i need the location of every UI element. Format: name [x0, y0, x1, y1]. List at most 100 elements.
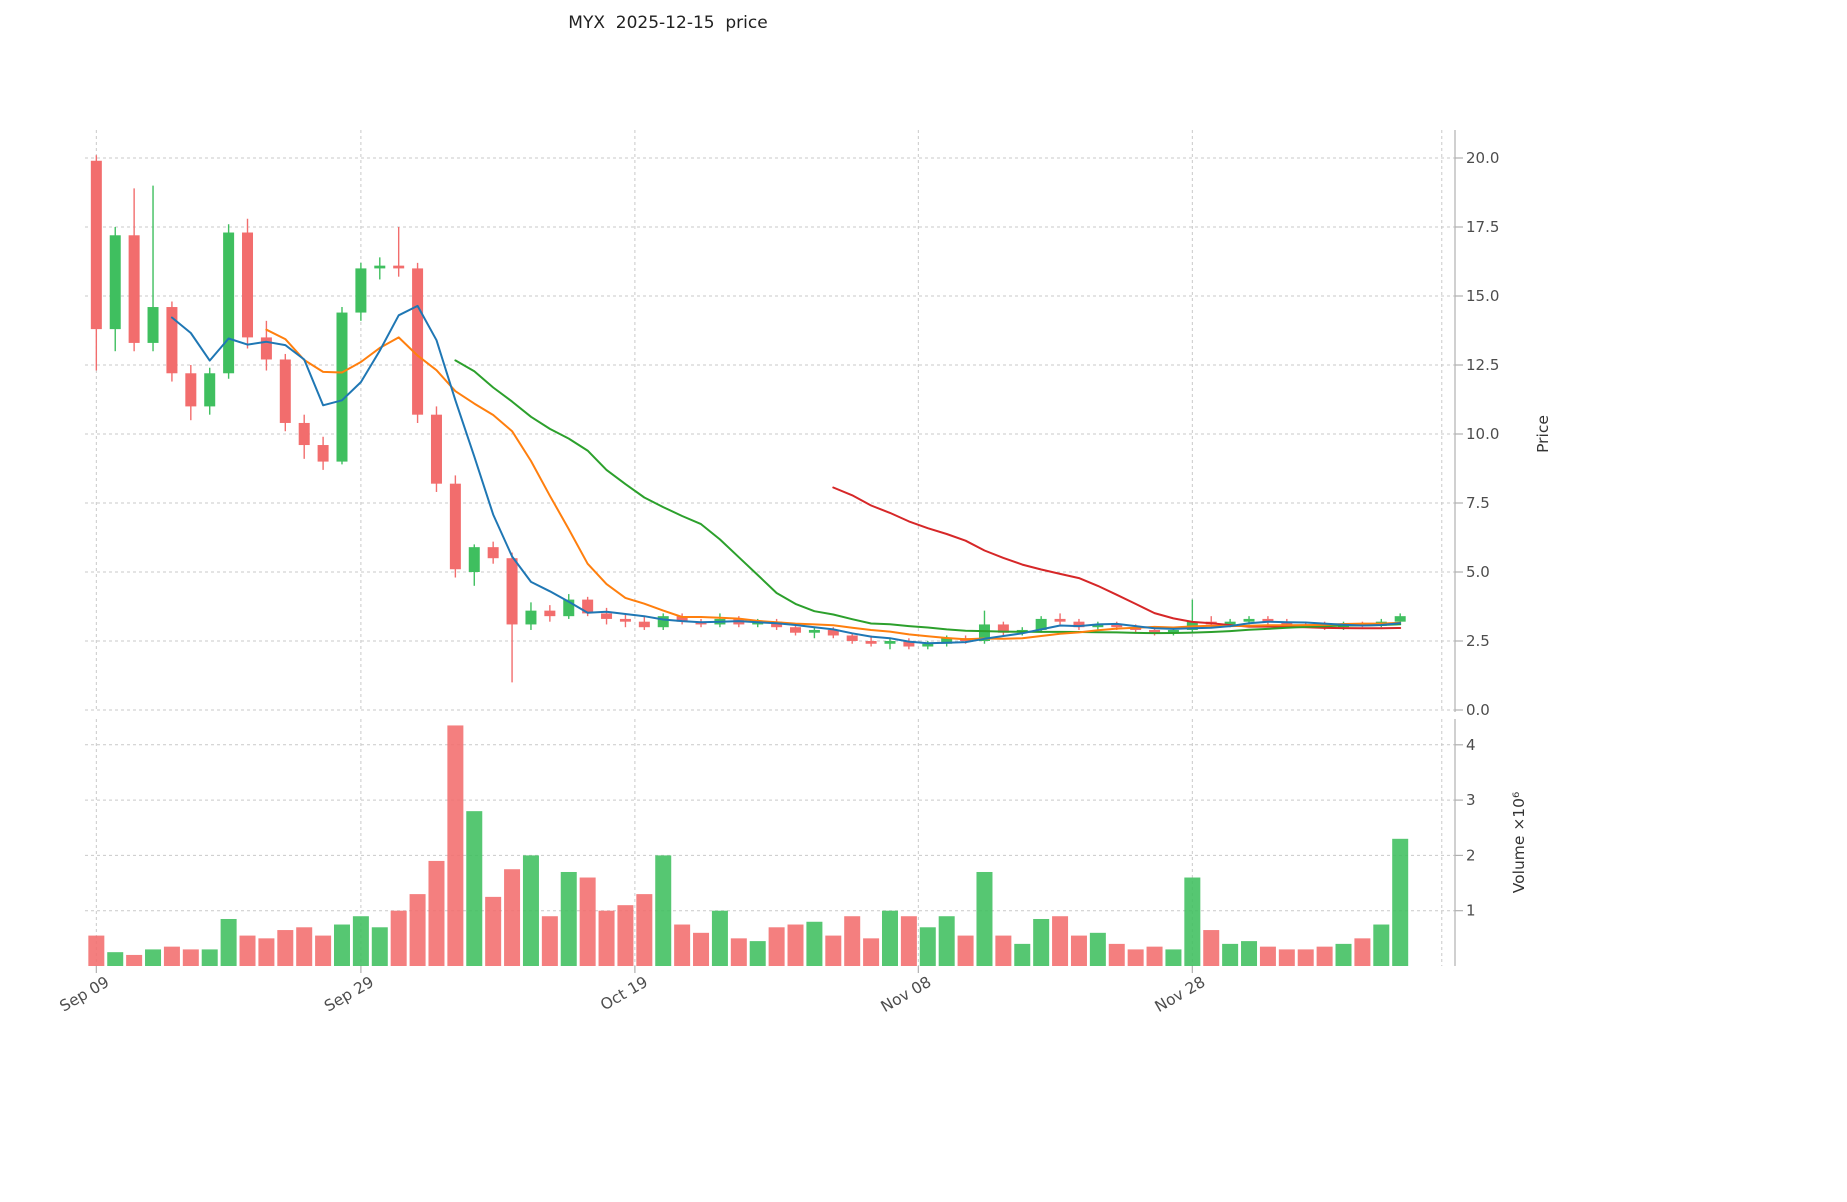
price-axis-label: Price	[1534, 415, 1552, 453]
candle-body	[638, 621, 650, 628]
candle-body	[260, 337, 272, 360]
candle-body	[978, 624, 990, 641]
volume-bar	[674, 924, 691, 966]
volume-bar	[806, 921, 823, 966]
volume-bar	[88, 935, 105, 966]
candle-body	[808, 629, 820, 633]
volume-bar	[579, 877, 596, 966]
candle-body	[903, 641, 915, 647]
volume-bar	[957, 935, 974, 966]
volume-bar	[1089, 932, 1106, 966]
volume-bar	[201, 949, 218, 966]
volume-bar	[258, 938, 275, 966]
candle-body	[128, 235, 140, 343]
price-tick-label: 10.0	[1466, 425, 1499, 443]
volume-tick-label: 1	[1466, 902, 1476, 920]
candle-body	[676, 616, 688, 622]
price-tick-label: 0.0	[1466, 701, 1490, 719]
candle-body	[922, 643, 934, 647]
price-tick-label: 17.5	[1466, 218, 1499, 236]
volume-bar	[1222, 943, 1239, 966]
volume-bar	[636, 894, 653, 966]
volume-tick-label: 2	[1466, 846, 1476, 864]
candle-body	[865, 641, 877, 644]
volume-bar	[1354, 938, 1371, 966]
chart-title: MYX 2025-12-15 price	[568, 13, 767, 33]
volume-bar	[163, 946, 180, 966]
candle-body	[487, 547, 499, 559]
ma-line-ma20	[454, 359, 1402, 635]
volume-bar	[1203, 930, 1220, 966]
price-tick-label: 15.0	[1466, 287, 1499, 305]
candle-body	[1054, 618, 1066, 622]
volume-bar	[220, 918, 237, 966]
volume-bar	[1165, 949, 1182, 966]
candle-body	[90, 160, 102, 330]
candle-body	[317, 445, 329, 462]
candle-body	[1092, 624, 1104, 628]
candle-body	[1167, 629, 1179, 633]
candle-body	[449, 483, 461, 570]
volume-bar	[182, 949, 199, 966]
volume-bar	[1108, 943, 1125, 966]
volume-axis-label: Volume ×10⁶	[1510, 792, 1528, 894]
volume-bar	[655, 855, 672, 966]
volume-bar	[1278, 949, 1295, 966]
candle-body	[506, 558, 518, 625]
candle-body	[166, 307, 178, 374]
candle-body	[1224, 621, 1236, 625]
candle-body	[1394, 616, 1406, 622]
volume-bar	[598, 910, 615, 966]
price-tick-label: 2.5	[1466, 632, 1490, 650]
volume-bar	[333, 924, 350, 966]
volume-bar	[1373, 924, 1390, 966]
candle-body	[298, 422, 310, 446]
price-tick-label: 12.5	[1466, 356, 1499, 374]
candle-body	[1111, 624, 1123, 628]
volume-bar	[296, 927, 313, 966]
candle-body	[336, 312, 348, 462]
volume-bar	[126, 954, 143, 966]
volume-bar	[1146, 946, 1163, 966]
volume-bar	[1052, 916, 1069, 966]
volume-bar	[145, 949, 162, 966]
volume-bar	[730, 938, 747, 966]
volume-tick-label: 3	[1466, 791, 1476, 809]
volume-bar	[995, 935, 1012, 966]
ma-line-ma5	[170, 304, 1402, 645]
volume-bar	[1033, 918, 1050, 966]
volume-tick-label: 4	[1466, 736, 1476, 754]
candle-body	[374, 265, 386, 269]
volume-bar	[919, 927, 936, 966]
volume-bar	[617, 905, 634, 966]
candle-body	[147, 307, 159, 343]
volume-bar	[787, 924, 804, 966]
volume-bar	[107, 952, 124, 966]
volume-bar	[1014, 943, 1031, 966]
volume-bar	[447, 725, 464, 966]
candle-body	[657, 616, 669, 628]
candle-body	[223, 232, 235, 374]
candle-body	[790, 627, 802, 633]
candle-body	[204, 373, 216, 407]
volume-bar	[277, 930, 294, 966]
candle-body	[525, 610, 537, 625]
candle-body	[771, 621, 783, 628]
candle-body	[563, 599, 575, 617]
date-tick-label: Nov 28	[1152, 973, 1209, 1016]
volume-bar	[504, 869, 521, 966]
candle-body	[430, 414, 442, 484]
volume-bar	[1297, 949, 1314, 966]
volume-bar	[1316, 946, 1333, 966]
candle-body	[1243, 618, 1255, 622]
volume-bar	[1241, 941, 1258, 966]
date-tick-label: Nov 08	[878, 973, 935, 1016]
candle-body	[1149, 629, 1161, 633]
ma-line-ma10	[265, 328, 1402, 641]
volume-bar	[485, 896, 502, 966]
volume-bar	[881, 910, 898, 966]
volume-bar	[825, 935, 842, 966]
volume-bar	[693, 932, 710, 966]
candle-body	[109, 235, 121, 330]
